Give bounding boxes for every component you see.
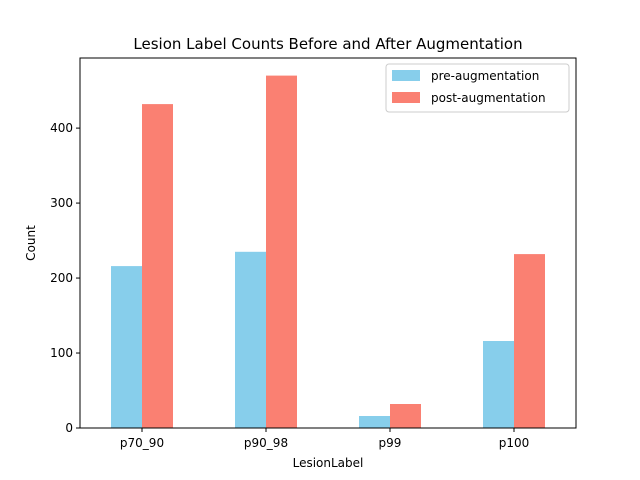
x-axis: p70_90 p90_98 p99 p100: [120, 428, 529, 450]
x-tick-label: p70_90: [120, 436, 164, 450]
bar-pre-augmentation-p99: [359, 416, 390, 428]
bars-group: [111, 75, 545, 428]
legend: pre-augmentation post-augmentation: [385, 63, 570, 113]
legend-frame: [385, 63, 570, 113]
y-tick-label: 400: [50, 121, 73, 135]
y-axis-label: Count: [24, 225, 38, 261]
plot-area-frame: [79, 57, 577, 429]
bar-post-augmentation-p70_90: [142, 104, 173, 428]
legend-label-pre-augmentation: pre-augmentation: [431, 69, 539, 83]
y-tick-label: 300: [50, 196, 73, 210]
y-tick-label: 100: [50, 346, 73, 360]
x-axis-label: LesionLabel: [293, 456, 364, 470]
y-tick-label: 0: [65, 421, 73, 435]
x-tick-label: p90_98: [244, 436, 288, 450]
bar-pre-augmentation-p100: [483, 341, 514, 428]
x-tick-label: p100: [499, 436, 530, 450]
bar-pre-augmentation-p90_98: [235, 251, 266, 428]
y-tick-label: 200: [50, 271, 73, 285]
legend-label-post-augmentation: post-augmentation: [431, 91, 546, 105]
chart-title: Lesion Label Counts Before and After Aug…: [133, 35, 522, 53]
bar-post-augmentation-p99: [390, 404, 421, 428]
bar-post-augmentation-p90_98: [266, 75, 297, 428]
legend-swatch-pre-augmentation: [392, 70, 420, 81]
legend-swatch-post-augmentation: [392, 92, 420, 103]
x-tick-label: p99: [379, 436, 402, 450]
bar-pre-augmentation-p70_90: [111, 266, 142, 428]
y-axis: 0 100 200 300 400: [50, 121, 80, 435]
bar-post-augmentation-p100: [514, 254, 545, 428]
